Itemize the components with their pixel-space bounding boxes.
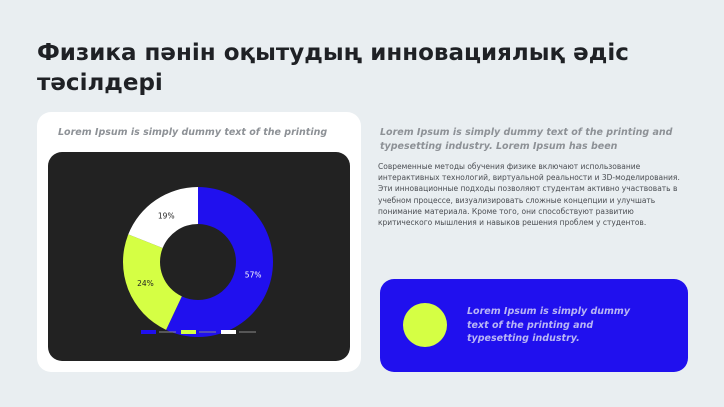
legend-swatch-2 <box>181 330 196 334</box>
right-heading: Lorem Ipsum is simply dummy text of the … <box>380 127 673 152</box>
chart-panel: 57% 24% 19% <box>48 152 350 361</box>
legend-swatch-3 <box>221 330 236 334</box>
donut-slice-2 <box>123 234 182 330</box>
highlight-card-text: Lorem Ipsum is simply dummy text of the … <box>467 306 631 344</box>
chart-card-caption: Lorem Ipsum is simply dummy text of the … <box>58 127 328 138</box>
legend-entry-2 <box>199 331 216 333</box>
slice-label-3: 19% <box>158 211 175 220</box>
donut-chart: 57% 24% 19% <box>123 187 273 337</box>
lime-circle-icon <box>403 303 447 347</box>
right-body-text: Современные методы обучения физике включ… <box>378 162 680 228</box>
slice-label-1: 57% <box>245 270 262 279</box>
slice-label-2: 24% <box>137 279 154 288</box>
legend-entry-3 <box>239 331 256 333</box>
donut-slice-3 <box>128 187 198 249</box>
slide-title: Физика пәнін оқытудың инновациялық әдіс … <box>37 40 629 96</box>
legend-entry-1 <box>159 331 176 333</box>
donut-slice-1 <box>166 187 273 337</box>
legend-swatch-1 <box>141 330 156 334</box>
chart-card: Lorem Ipsum is simply dummy text of the … <box>37 112 361 372</box>
highlight-card: Lorem Ipsum is simply dummy text of the … <box>380 279 688 372</box>
